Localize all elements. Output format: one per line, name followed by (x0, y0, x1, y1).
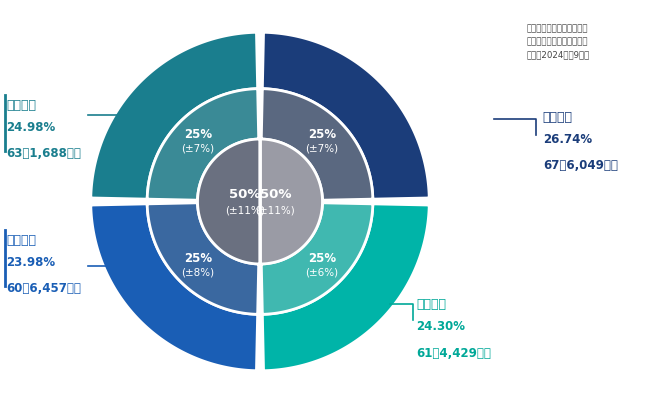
Polygon shape (91, 32, 257, 199)
Text: 国内株式: 国内株式 (6, 234, 36, 247)
Text: 67兆6,049億円: 67兆6,049億円 (543, 159, 618, 172)
Text: 25%: 25% (308, 128, 336, 141)
Text: 61円4,429億円: 61円4,429億円 (416, 347, 491, 359)
Polygon shape (263, 204, 429, 371)
Text: 国内債券: 国内債券 (543, 111, 573, 124)
Text: 23.98%: 23.98% (6, 256, 56, 269)
Text: (±11%): (±11%) (255, 206, 295, 215)
Text: 外国債券: 外国債券 (416, 298, 446, 311)
Polygon shape (260, 139, 322, 264)
Text: 60円6,457億円: 60円6,457億円 (6, 282, 81, 295)
Text: 25%: 25% (184, 128, 212, 141)
Text: (±11%): (±11%) (225, 206, 265, 215)
Text: (±8%): (±8%) (181, 267, 214, 277)
Text: 25%: 25% (184, 252, 212, 265)
Polygon shape (91, 204, 257, 371)
Text: 25%: 25% (308, 252, 336, 265)
Text: 63円1,688億円: 63円1,688億円 (6, 147, 81, 160)
Text: (±6%): (±6%) (306, 267, 339, 277)
Text: 内側：基本ポートフォリオ
（カッコ内は差設許容幅）
外側：2024年度9月末: 内側：基本ポートフォリオ （カッコ内は差設許容幅） 外側：2024年度9月末 (526, 24, 590, 60)
Text: 外国株式: 外国株式 (6, 99, 36, 112)
Text: 24.98%: 24.98% (6, 121, 56, 134)
Text: 26.74%: 26.74% (543, 133, 592, 146)
Polygon shape (261, 203, 373, 314)
Text: (±7%): (±7%) (181, 143, 214, 154)
Text: 50%: 50% (259, 188, 291, 201)
Text: 24.30%: 24.30% (416, 320, 465, 333)
Text: (±7%): (±7%) (306, 143, 339, 154)
Polygon shape (147, 203, 259, 314)
Text: 50%: 50% (229, 188, 261, 201)
Polygon shape (198, 139, 260, 264)
Polygon shape (261, 89, 373, 200)
Polygon shape (263, 32, 429, 199)
Polygon shape (147, 89, 259, 200)
